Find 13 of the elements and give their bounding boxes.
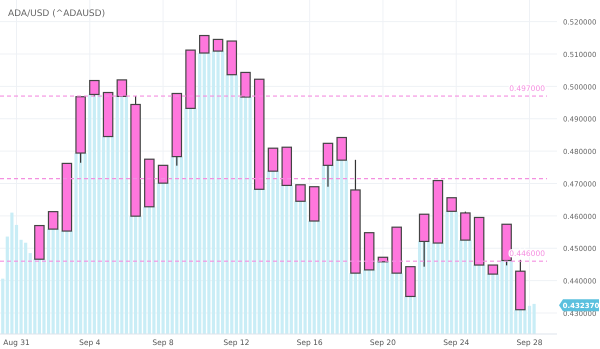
chart-title: ADA/USD (^ADAUSD) xyxy=(8,9,106,19)
candlestick xyxy=(268,148,278,172)
candlestick xyxy=(89,80,100,98)
candlestick xyxy=(212,38,224,52)
candlestick xyxy=(322,142,334,188)
candlestick xyxy=(199,34,210,54)
candlestick xyxy=(488,264,498,275)
candlestick xyxy=(116,79,128,97)
candlestick xyxy=(48,211,58,230)
candlestick xyxy=(336,136,347,161)
candlestick xyxy=(446,197,457,212)
candlestick xyxy=(295,184,306,202)
candlestick xyxy=(158,164,168,184)
